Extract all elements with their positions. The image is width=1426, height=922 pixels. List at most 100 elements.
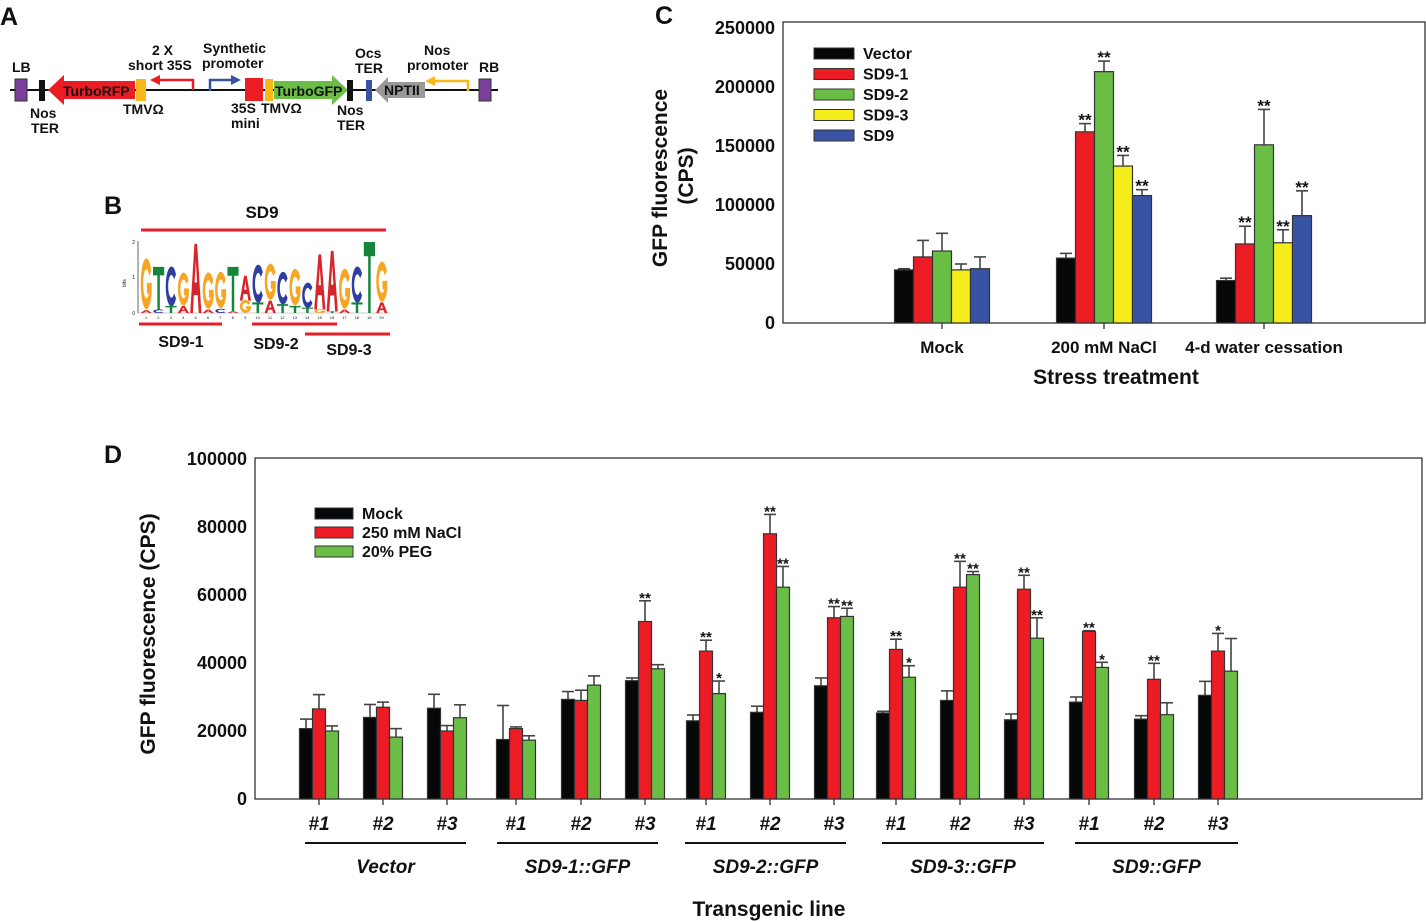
x-category-label: #1 — [308, 814, 329, 835]
significance-marker: ** — [1018, 564, 1030, 581]
group-label: SD9-1::GFP — [525, 857, 631, 878]
label-turbogfp: TurboGFP — [275, 83, 342, 99]
bar-20-peg — [521, 739, 537, 800]
logo-position-number: 9 — [244, 315, 247, 320]
bar-mock — [813, 685, 829, 800]
logo-glyph-T — [227, 266, 239, 312]
legend-label: Vector — [863, 46, 912, 63]
x-category-label: #2 — [759, 814, 781, 835]
bar-mock — [560, 698, 576, 800]
label-nos-promoter-2: promoter — [407, 57, 469, 73]
bar-20-peg — [586, 684, 602, 800]
label-nos-ter-left-1: Nos — [30, 105, 57, 121]
logo-glyph-G — [264, 263, 276, 300]
logo-position-number: 2 — [157, 315, 160, 320]
logo-y-axis-label: bits — [122, 279, 128, 287]
bar-mock — [495, 738, 511, 800]
bar-sd9 — [969, 268, 991, 324]
logo-glyph-A — [190, 243, 202, 313]
significance-marker: ** — [1116, 142, 1130, 161]
logo-glyph-G — [202, 272, 214, 309]
x-category-label: #2 — [949, 814, 971, 835]
turborfp-arrow — [48, 75, 135, 105]
logo-position-number: 8 — [232, 315, 235, 320]
logo-position-number: 4 — [182, 315, 185, 320]
logo-glyph-C — [165, 266, 177, 307]
x-category-label: #2 — [372, 814, 394, 835]
bar-sd9-1 — [1074, 131, 1096, 324]
significance-marker: ** — [1083, 620, 1095, 637]
x-category-label: #2 — [570, 814, 592, 835]
logo-letter-C — [277, 271, 288, 305]
segment-label-sd9-3: SD9-3 — [326, 342, 371, 359]
logo-letter-T — [351, 302, 363, 313]
logo-glyph-G — [177, 272, 189, 306]
significance-marker: ** — [890, 628, 902, 645]
significance-marker: ** — [841, 597, 853, 614]
logo-glyph-G — [140, 258, 152, 310]
logo-letter-A — [190, 243, 202, 313]
bar-250-mm-nacl — [375, 706, 391, 800]
significance-marker: * — [716, 670, 722, 687]
bar-mock — [1133, 718, 1149, 800]
label-short35s-1: 2 X — [152, 42, 174, 58]
synthetic-arrowhead — [231, 75, 241, 85]
bar-20-peg — [1029, 637, 1045, 800]
legend-label: 250 mM NaCl — [362, 525, 462, 542]
logo-letter-C — [351, 266, 363, 303]
synthetic-promoter-arrow — [208, 78, 232, 91]
label-lb: LB — [12, 59, 31, 75]
label-tmv-left: TMVΩ — [123, 101, 164, 117]
bar-250-mm-nacl — [573, 699, 589, 800]
significance-marker: ** — [1078, 111, 1092, 130]
bar-250-mm-nacl — [1016, 588, 1032, 800]
y-tick-label: 150000 — [715, 136, 775, 156]
bar-20-peg — [388, 736, 404, 800]
construct-diagram: LB Nos TER TurboRFP TMVΩ 2 X short 35S S… — [10, 40, 499, 136]
bar-20-peg — [775, 586, 791, 800]
significance-marker: ** — [777, 555, 789, 572]
logo-position-number: 3 — [170, 315, 173, 320]
segment-label-sd9-1: SD9-1 — [158, 334, 203, 351]
bar-20-peg — [965, 573, 981, 800]
logo-position-number: 1 — [145, 315, 148, 320]
bar-mock — [426, 707, 442, 800]
bar-sd9-2 — [1093, 71, 1115, 324]
logo-letter-C — [215, 308, 226, 314]
chart-c-xlabel: Stress treatment — [1033, 366, 1199, 389]
label-tmv-right: TMVΩ — [261, 100, 302, 116]
logo-letter-G — [264, 263, 276, 300]
logo-glyph-T — [165, 305, 177, 313]
logo-glyph-A — [202, 309, 214, 313]
bar-250-mm-nacl — [1081, 630, 1097, 800]
logo-letter-T — [252, 302, 264, 313]
bar-250-mm-nacl — [1210, 650, 1226, 800]
logo-letter-C — [165, 266, 177, 307]
logo-glyph-T — [301, 307, 313, 313]
x-category-label: #3 — [1013, 814, 1035, 835]
panel-label-b: B — [104, 192, 122, 220]
logo-position-number: 7 — [219, 315, 222, 320]
logo-letter-A — [227, 311, 239, 313]
logo-letter-A — [314, 254, 326, 310]
y-tick-label: 60000 — [197, 585, 247, 605]
label-ocs-1: Ocs — [355, 45, 382, 61]
label-35s-mini-2: mini — [231, 115, 260, 131]
logo-glyph-A — [376, 302, 388, 313]
significance-marker: * — [1215, 622, 1221, 639]
bar-vector — [1055, 257, 1077, 324]
logo-position-number: 5 — [194, 315, 197, 320]
label-synthetic-1: Synthetic — [203, 40, 266, 56]
bar-250-mm-nacl — [637, 620, 653, 800]
legend-swatch — [813, 109, 855, 121]
logo-position-number: 11 — [268, 315, 273, 320]
logo-title: SD9 — [245, 203, 278, 222]
logo-position-number: 17 — [342, 315, 347, 320]
logo-glyph-A — [227, 311, 239, 313]
label-nos-promoter-1: Nos — [424, 42, 451, 58]
logo-glyph-A — [264, 300, 276, 313]
logo-letter-T — [289, 305, 301, 313]
logo-letter-A — [339, 309, 351, 313]
panel-label-c: C — [655, 2, 673, 30]
